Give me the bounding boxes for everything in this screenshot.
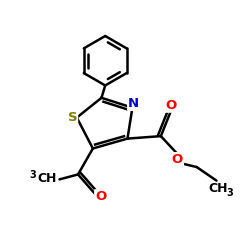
Text: O: O bbox=[165, 99, 176, 112]
Text: 3: 3 bbox=[226, 188, 233, 198]
Text: CH: CH bbox=[208, 182, 228, 194]
Text: S: S bbox=[68, 111, 77, 124]
Text: O: O bbox=[172, 153, 183, 166]
Text: C: C bbox=[37, 172, 46, 185]
Text: N: N bbox=[128, 97, 139, 110]
Text: 3: 3 bbox=[30, 170, 36, 180]
Text: O: O bbox=[95, 190, 106, 203]
Text: H: H bbox=[46, 172, 56, 185]
